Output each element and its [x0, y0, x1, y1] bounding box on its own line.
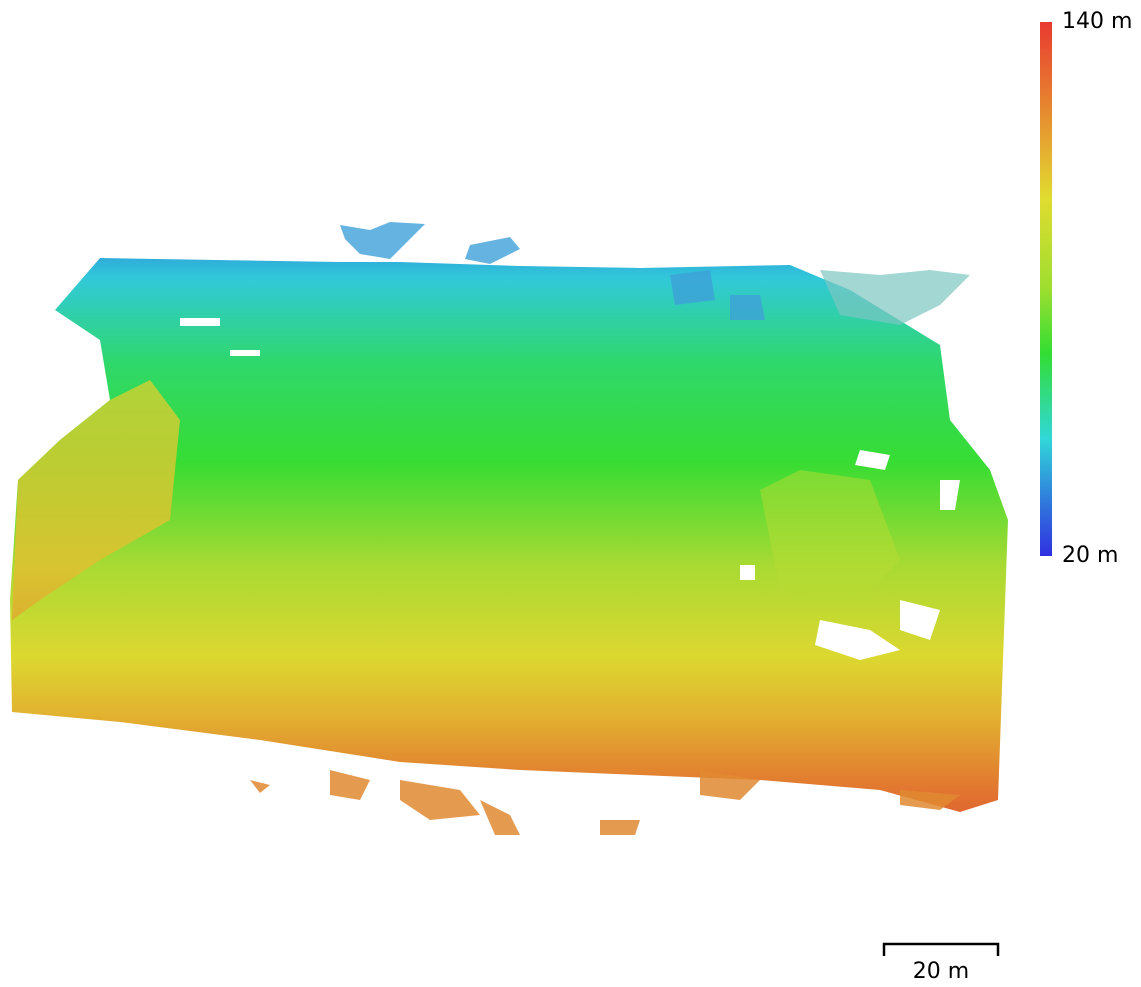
legend-max-label: 140 m [1062, 9, 1132, 34]
legend-min-label: 20 m [1062, 543, 1118, 568]
scale-bar-label: 20 m [913, 959, 969, 984]
color-ramp [1040, 22, 1052, 556]
scale-bar-line [882, 942, 1000, 956]
dem-surface [10, 222, 1008, 835]
scale-bar: 20 m [882, 942, 1000, 984]
elevation-legend: 140 m 20 m [1040, 9, 1132, 568]
